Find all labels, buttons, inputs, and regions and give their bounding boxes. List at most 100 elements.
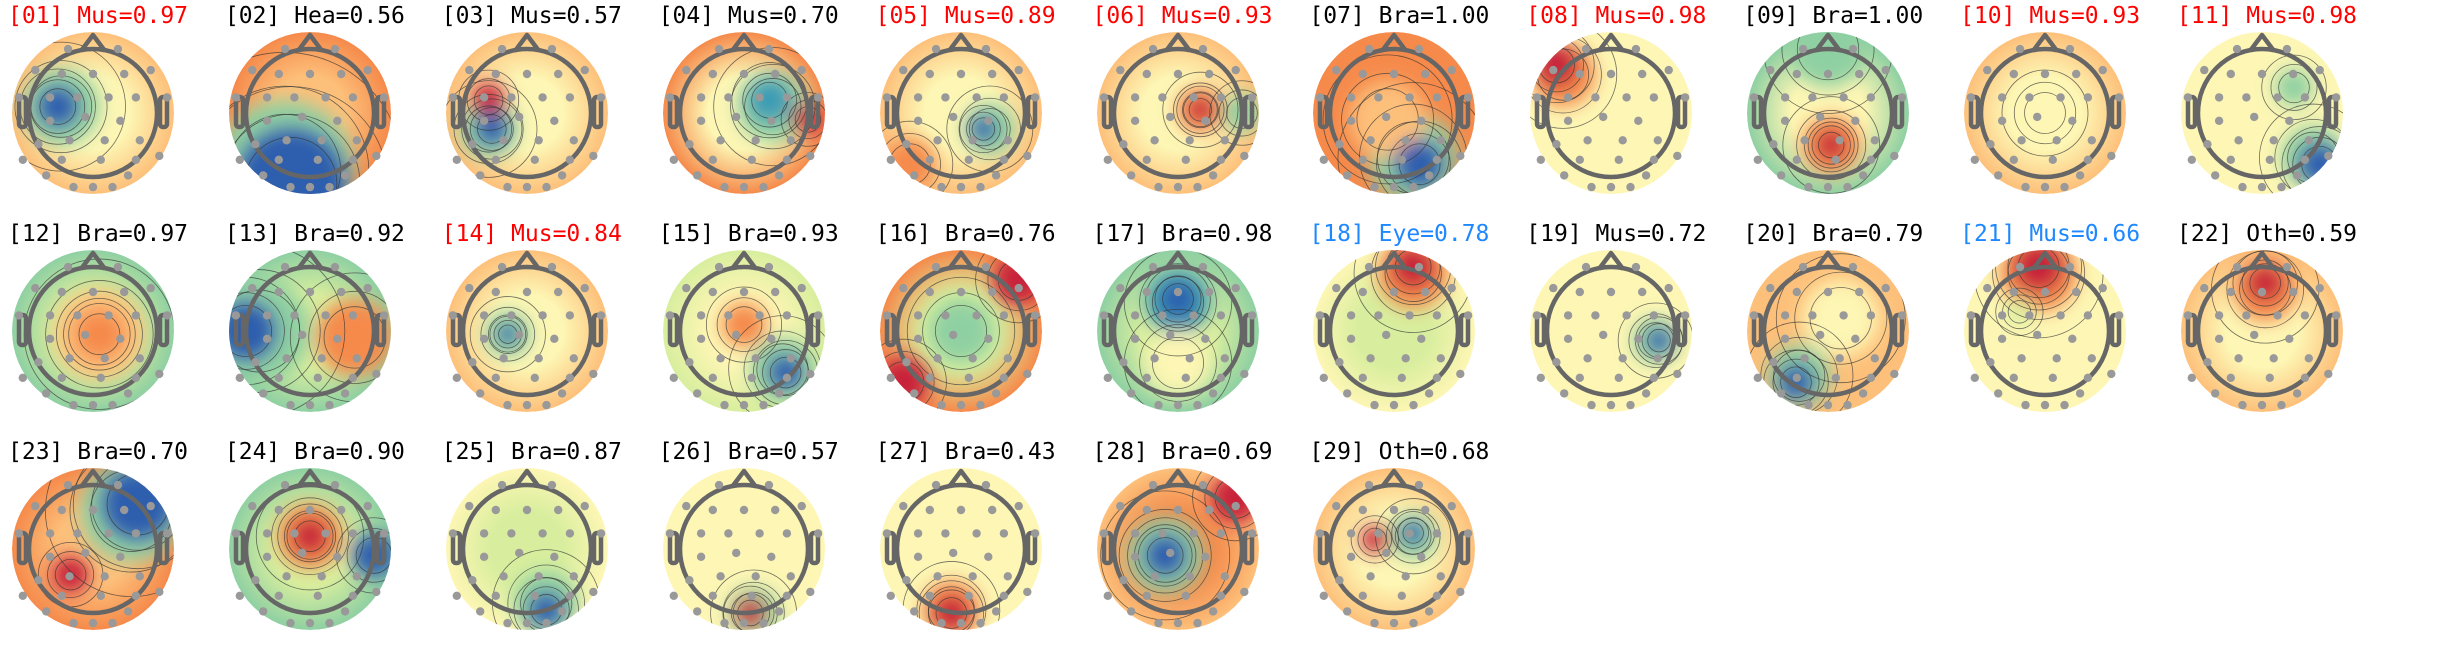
electrode-dot <box>116 552 125 561</box>
electrode-dot <box>1618 136 1628 145</box>
electrode-dot <box>14 529 24 538</box>
electrode-dot <box>1564 311 1573 320</box>
electrode-dot <box>1405 311 1415 320</box>
contour-line <box>469 296 546 373</box>
electrode-dot <box>1405 93 1415 102</box>
electrode-dot <box>684 358 694 367</box>
electrode-dot <box>1781 311 1790 320</box>
contour-line <box>1395 517 1432 555</box>
electrode-dot <box>1433 311 1442 320</box>
electrode-dot <box>2009 155 2019 164</box>
contour-line <box>1161 71 1238 148</box>
electrode-dot <box>81 112 90 122</box>
electrode-dot <box>758 400 768 410</box>
electrode-dot <box>274 287 283 297</box>
contour-line <box>1363 527 1387 552</box>
electrode-dot <box>1198 480 1207 490</box>
electrode-dot <box>1638 69 1647 79</box>
electrode-dot <box>983 334 993 343</box>
topomap-field <box>879 468 1042 630</box>
electrode-dot <box>1417 552 1426 561</box>
electrode-dot <box>770 287 780 297</box>
electrode-dot <box>2242 93 2251 102</box>
contour-line <box>2270 63 2318 111</box>
electrode-dot <box>69 618 78 628</box>
nose-outline <box>729 250 758 271</box>
nose-outline <box>1814 250 1842 271</box>
electrode-dot <box>1390 505 1399 515</box>
electrode-dot <box>731 548 741 558</box>
electrode-dot <box>696 529 705 538</box>
component-title: [22] Oth=0.59 <box>2177 221 2358 247</box>
nose-outline <box>512 468 541 489</box>
component-16: [16] Bra=0.76 <box>876 220 1093 438</box>
electrode-dot <box>898 283 908 293</box>
electrode-dot <box>325 182 334 192</box>
electrode-dot <box>1564 93 1573 102</box>
electrode-dot <box>262 529 272 538</box>
topomap-blob <box>470 82 507 119</box>
electrode-dot <box>104 311 113 320</box>
electrode-dot <box>1575 155 1585 164</box>
contour-line <box>1818 131 1845 159</box>
electrode-dot <box>116 334 125 343</box>
electrode-dot <box>274 155 283 164</box>
electrode-dot <box>1664 283 1674 293</box>
nose-outline <box>1597 250 1626 271</box>
electrode-dot <box>1165 330 1174 340</box>
electrode-dot <box>1208 171 1217 180</box>
electrode-dot <box>506 93 516 102</box>
electrode-dot <box>1638 287 1647 297</box>
electrode-dot <box>1673 369 1682 379</box>
electrode-dot <box>371 151 381 161</box>
electrode-dot <box>782 311 791 320</box>
electrode-dot <box>251 140 260 149</box>
electrode-dot <box>696 311 705 320</box>
topomap <box>662 468 825 630</box>
electrode-dot <box>506 529 516 538</box>
electrode-dot <box>352 354 361 363</box>
electrode-dot <box>956 505 965 515</box>
topomap <box>445 468 608 630</box>
electrode-dot <box>2289 287 2298 297</box>
electrode-dot <box>882 529 891 538</box>
electrode-dot <box>1347 116 1356 126</box>
electrode-dot <box>2300 311 2310 320</box>
electrode-dot <box>2015 262 2025 272</box>
electrode-dot <box>1149 136 1159 145</box>
contour-line <box>1337 82 1476 194</box>
electrode-dot <box>2052 136 2061 145</box>
electrode-dot <box>774 171 783 180</box>
electrode-dot <box>1808 93 1817 102</box>
head-outline <box>677 264 810 398</box>
contour-line <box>1811 125 1851 165</box>
electrode-dot <box>1401 136 1411 145</box>
nose-outline <box>296 468 324 489</box>
electrode-dot <box>999 373 1008 382</box>
electrode-dot <box>596 529 606 538</box>
component-title: [14] Mus=0.84 <box>441 221 622 247</box>
electrode-dot <box>1898 311 1907 320</box>
electrode-dot <box>2052 354 2061 363</box>
electrode-dot <box>999 93 1008 102</box>
electrode-dot <box>1421 505 1430 515</box>
electrode-dot <box>948 112 957 122</box>
electrode-dot <box>1157 93 1167 102</box>
component-18: [18] Eye=0.78 <box>1309 220 1526 438</box>
electrode-dot <box>475 171 485 180</box>
electrode-dot <box>1198 262 1207 272</box>
electrode-dot <box>57 373 67 382</box>
electrode-dot <box>81 330 90 340</box>
component-23: [23] Bra=0.70 <box>8 438 225 656</box>
contour-line <box>1796 110 1867 180</box>
electrode-dot <box>936 400 946 410</box>
electrode-dot <box>1220 136 1229 145</box>
electrode-dot <box>363 501 372 511</box>
electrode-dot <box>522 505 531 515</box>
electrode-dot <box>1664 65 1674 75</box>
topomap <box>662 250 825 412</box>
electrode-dot <box>305 69 315 79</box>
contour-line <box>1747 321 1854 412</box>
electrode-dot <box>1099 311 1108 320</box>
electrode-dot <box>1421 69 1430 79</box>
